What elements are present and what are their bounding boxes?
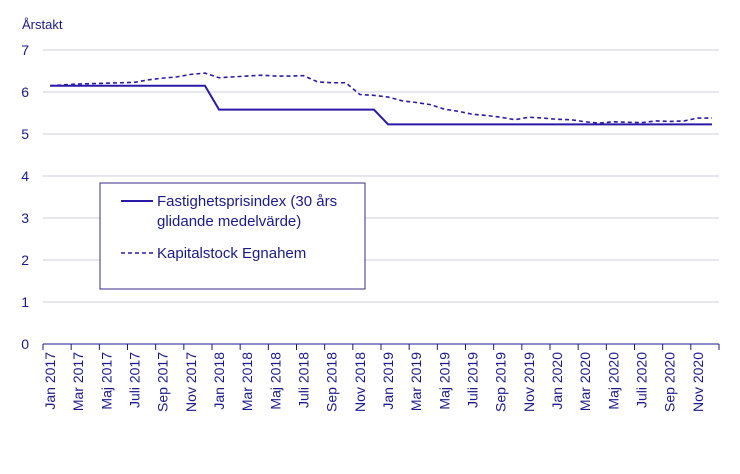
x-tick-label: Juli 2017 <box>127 352 143 408</box>
x-tick-label: Mar 2020 <box>577 352 593 411</box>
y-tick-label: 3 <box>21 210 29 226</box>
x-tick-label: Maj 2020 <box>605 352 621 410</box>
axis-layer: 0 1 2 3 4 5 6 7 Jan 2017 Mar 2017 Maj 2017 Juli 201… <box>21 42 720 412</box>
y-tick-label: 6 <box>21 84 29 100</box>
x-tick-label: Juli 2019 <box>465 352 481 408</box>
x-tick-label: Maj 2019 <box>436 352 452 410</box>
x-tick-label: Maj 2018 <box>267 352 283 410</box>
x-tick-label: Juli 2020 <box>634 352 650 408</box>
y-tick-label: 2 <box>21 252 29 268</box>
x-tick-label: Sep 2018 <box>324 352 340 412</box>
y-tick-label: 4 <box>21 168 29 184</box>
x-tick-label: Nov 2019 <box>521 352 537 412</box>
x-tick-label: Sep 2020 <box>662 352 678 412</box>
x-tick-label: Mar 2017 <box>70 352 86 411</box>
legend-label-1-line2: glidande medelvärde) <box>157 213 301 230</box>
legend: Fastighetsprisindex (30 års glidande med… <box>99 182 366 290</box>
series-line-kapitalstock <box>49 72 712 124</box>
y-tick-label: 7 <box>21 42 29 58</box>
legend-label-2: Kapitalstock Egnahem <box>157 245 306 262</box>
x-tick-label: Sep 2017 <box>155 352 171 412</box>
y-tick-label: 5 <box>21 126 29 142</box>
x-tick-label: Maj 2017 <box>98 352 114 410</box>
x-tick-label: Nov 2020 <box>690 352 706 412</box>
x-tick-label: Juli 2018 <box>296 352 312 408</box>
y-tick-label: 1 <box>21 294 29 310</box>
y-axis-label: Årstakt <box>22 17 63 32</box>
series-line-fastighetsprisindex <box>50 84 712 126</box>
x-tick-label: Mar 2019 <box>408 352 424 411</box>
x-tick-label: Sep 2019 <box>493 352 509 412</box>
x-tick-label: Jan 2018 <box>211 352 227 410</box>
x-tick-label: Nov 2017 <box>183 352 199 412</box>
x-tick-label: Jan 2020 <box>549 352 565 410</box>
x-tick-label: Nov 2018 <box>352 352 368 412</box>
y-tick-label: 0 <box>21 336 29 352</box>
legend-label-1-line1: Fastighetsprisindex (30 års <box>157 193 337 210</box>
x-tick-label: Mar 2018 <box>239 352 255 411</box>
x-tick-label: Jan 2019 <box>380 352 396 410</box>
series-layer <box>49 72 712 126</box>
x-tick-label: Jan 2017 <box>42 352 58 410</box>
